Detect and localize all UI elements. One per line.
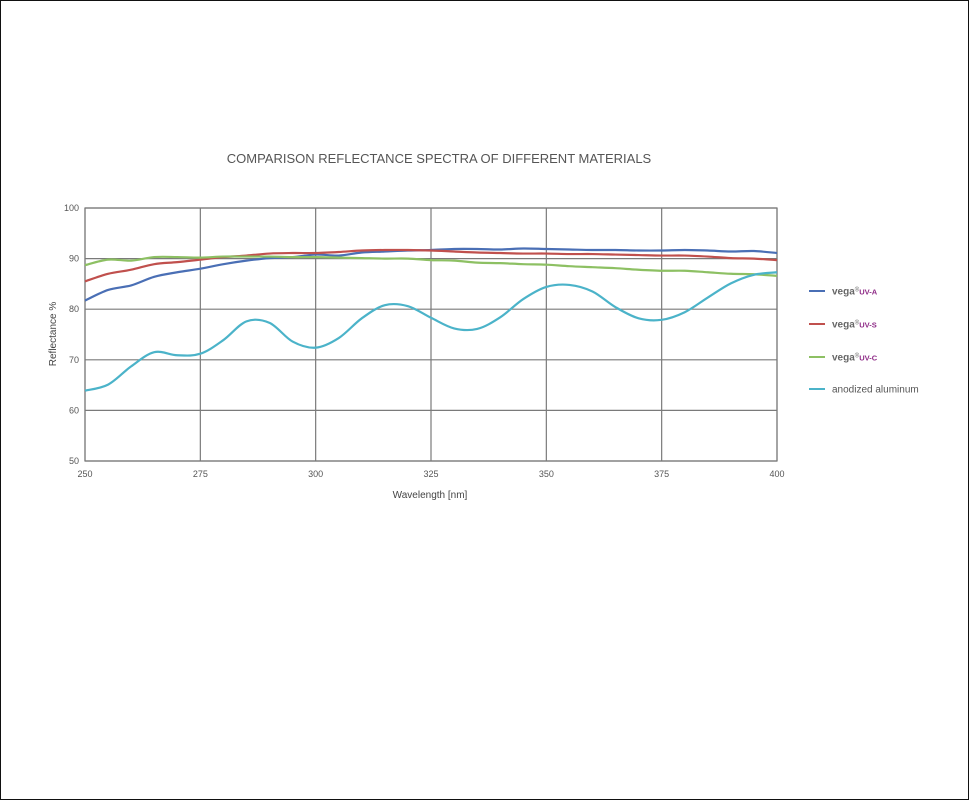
series-line-3 bbox=[84, 255, 778, 277]
y-axis-label: Reflectance % bbox=[48, 302, 59, 367]
series-layer bbox=[84, 247, 778, 392]
legend-label: vega®UV-A bbox=[832, 287, 878, 298]
x-tick-labels: 250 275 300 325 350 375 400 bbox=[77, 469, 784, 479]
x-tick-label: 350 bbox=[539, 469, 554, 479]
legend-label: anodized aluminum bbox=[832, 385, 919, 396]
y-tick-labels: 50 60 70 80 90 100 bbox=[64, 203, 79, 466]
plot-area-border bbox=[84, 207, 778, 462]
series-line-4 bbox=[84, 271, 778, 392]
x-tick-label: 325 bbox=[423, 469, 438, 479]
y-tick-label: 90 bbox=[69, 254, 79, 264]
grid-layer bbox=[84, 207, 778, 462]
legend: vega®UV-A vega®UV-S vega®UV-C anodized alum… bbox=[809, 287, 919, 396]
series-line-2 bbox=[84, 248, 778, 283]
y-tick-label: 100 bbox=[64, 203, 79, 213]
legend-label: vega®UV-C bbox=[832, 353, 878, 364]
x-tick-label: 375 bbox=[654, 469, 669, 479]
y-tick-label: 80 bbox=[69, 304, 79, 314]
chart-title: COMPARISON REFLECTANCE SPECTRA OF DIFFER… bbox=[227, 151, 652, 166]
x-tick-label: 275 bbox=[193, 469, 208, 479]
x-tick-label: 300 bbox=[308, 469, 323, 479]
x-axis-label: Wavelength [nm] bbox=[393, 490, 468, 501]
y-tick-label: 70 bbox=[69, 355, 79, 365]
y-tick-label: 60 bbox=[69, 405, 79, 415]
x-tick-label: 400 bbox=[769, 469, 784, 479]
x-tick-label: 250 bbox=[77, 469, 92, 479]
y-tick-label: 50 bbox=[69, 456, 79, 466]
legend-label: vega®UV-S bbox=[832, 320, 877, 331]
